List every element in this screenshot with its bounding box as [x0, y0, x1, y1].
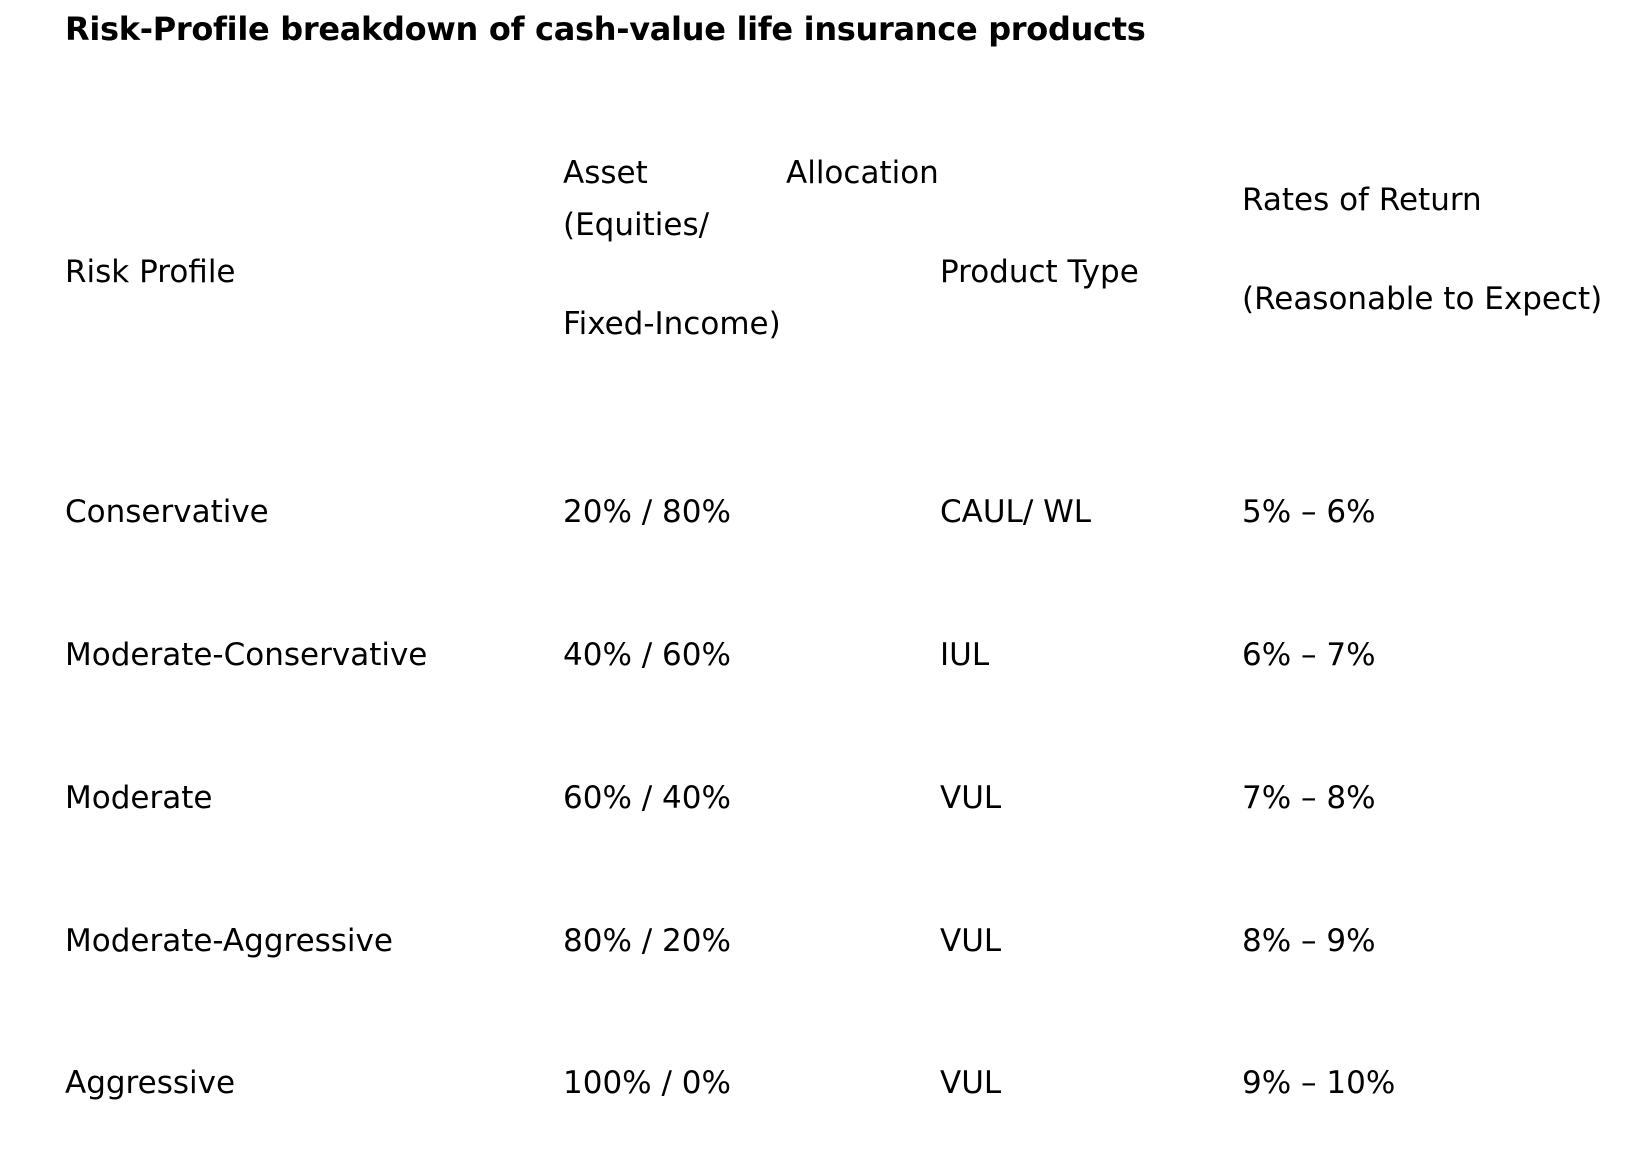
- cell-risk-profile: Conservative: [65, 494, 269, 530]
- header-risk-profile: Risk Profile: [65, 254, 236, 290]
- cell-product-type: VUL: [940, 1065, 1002, 1101]
- header-rates-qualifier: (Reasonable to Expect): [1242, 281, 1603, 317]
- cell-allocation: 40% / 60%: [563, 637, 731, 673]
- cell-allocation: 60% / 40%: [563, 780, 731, 816]
- cell-risk-profile: Moderate-Aggressive: [65, 923, 393, 959]
- cell-risk-profile: Aggressive: [65, 1065, 236, 1101]
- cell-rates: 9% – 10%: [1242, 1065, 1396, 1101]
- cell-risk-profile: Moderate: [65, 780, 213, 816]
- cell-rates: 6% – 7%: [1242, 637, 1376, 673]
- cell-allocation: 100% / 0%: [563, 1065, 731, 1101]
- header-rates-of-return: Rates of Return: [1242, 182, 1482, 218]
- document-title: Risk-Profile breakdown of cash-value lif…: [65, 10, 1146, 48]
- cell-product-type: CAUL/ WL: [940, 494, 1092, 530]
- header-asset-allocation-equities: (Equities/: [563, 207, 710, 243]
- header-asset-allocation-fixed-income: Fixed-Income): [563, 306, 781, 342]
- cell-allocation: 80% / 20%: [563, 923, 731, 959]
- cell-rates: 8% – 9%: [1242, 923, 1376, 959]
- cell-rates: 7% – 8%: [1242, 780, 1376, 816]
- header-asset-allocation-word-asset: Asset: [563, 155, 648, 191]
- cell-allocation: 20% / 80%: [563, 494, 731, 530]
- header-asset-allocation-word-allocation: Allocation: [786, 155, 939, 191]
- cell-rates: 5% – 6%: [1242, 494, 1376, 530]
- cell-product-type: VUL: [940, 923, 1002, 959]
- cell-risk-profile: Moderate-Conservative: [65, 637, 428, 673]
- header-product-type: Product Type: [940, 254, 1139, 290]
- cell-product-type: VUL: [940, 780, 1002, 816]
- cell-product-type: IUL: [940, 637, 990, 673]
